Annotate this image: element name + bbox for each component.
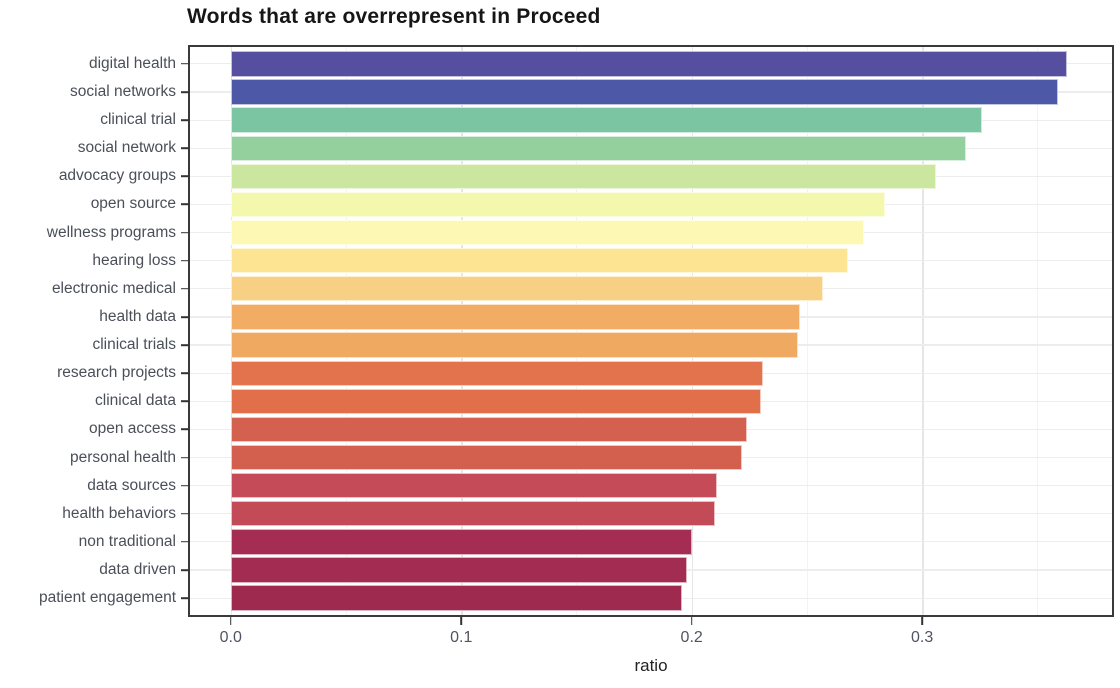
bar-clinical-data (230, 388, 761, 414)
y-axis-label: social networks (70, 82, 176, 100)
x-axis-tick (921, 617, 923, 625)
bar-digital-health (230, 51, 1068, 77)
y-axis-tick (181, 316, 189, 318)
y-axis-tick (181, 119, 189, 121)
bar-open-source (230, 191, 886, 218)
y-axis-tick (181, 428, 189, 431)
x-axis-tick-label: 0.1 (450, 629, 473, 646)
bar-health-behaviors (230, 501, 715, 527)
x-axis-tick-label: 0.2 (680, 629, 703, 646)
bar-open-access (230, 416, 747, 443)
y-axis-label: wellness programs (46, 223, 176, 241)
y-axis-label: data driven (99, 561, 176, 578)
gridline-minor (576, 47, 578, 615)
x-axis-tick-label: 0.3 (910, 629, 934, 646)
bar-social-networks (230, 79, 1059, 105)
y-axis-label: patient engagement (38, 589, 176, 607)
y-axis-tick (181, 372, 189, 374)
y-axis-label: open source (90, 195, 176, 213)
y-axis-tick (181, 569, 189, 571)
bar-clinical-trials (230, 332, 798, 358)
y-axis-label: data sources (87, 476, 176, 494)
y-axis-tick (181, 203, 189, 206)
gridline-minor (346, 47, 347, 615)
bar-wellness-programs (230, 219, 865, 246)
bar-hearing-loss (230, 248, 849, 274)
bar-data-sources (230, 473, 717, 499)
x-axis-tick (460, 617, 463, 625)
y-axis-label: clinical data (95, 392, 176, 410)
y-axis-label: open access (88, 420, 176, 438)
y-axis-label: digital health (88, 54, 176, 72)
y-axis-label: hearing loss (92, 251, 176, 269)
x-axis-tick-label: 0.0 (219, 629, 242, 646)
y-axis-label: health behaviors (62, 504, 176, 522)
gridline-major (922, 47, 924, 615)
bar-personal-health (230, 444, 743, 471)
y-axis-tick (181, 259, 189, 262)
gridline-major (461, 47, 463, 615)
y-axis-tick (181, 484, 189, 487)
y-axis-label: social network (77, 139, 176, 157)
x-axis-tick (690, 617, 693, 625)
y-axis-label: clinical trial (100, 111, 176, 129)
x-axis-title: ratio (634, 656, 668, 675)
y-axis-tick (181, 541, 189, 543)
bar-social-network (230, 135, 966, 161)
y-axis-tick (181, 512, 189, 515)
bar-data-driven (230, 557, 688, 583)
y-axis-tick (181, 597, 189, 599)
chart-title: Words that are overrepresent in Proceed (187, 5, 601, 28)
y-axis-label: research projects (57, 364, 176, 382)
bar-patient-engagement (230, 585, 683, 611)
y-axis-tick (181, 344, 189, 346)
y-axis-label: clinical trials (92, 336, 176, 354)
y-axis-label: non traditional (78, 532, 176, 550)
bar-clinical-trial (230, 107, 983, 133)
y-axis-tick (181, 288, 189, 290)
plot-panel (188, 45, 1114, 617)
bar-health-data (230, 304, 800, 330)
gridline-minor (1037, 47, 1039, 615)
x-axis-tick (229, 617, 232, 625)
y-axis-tick (181, 175, 189, 178)
gridline-minor (806, 47, 808, 615)
y-axis-tick (181, 91, 189, 93)
y-axis-label: health data (99, 307, 176, 325)
bar-advocacy-groups (230, 163, 936, 189)
y-axis-tick (181, 456, 189, 459)
y-axis-tick (181, 400, 189, 403)
y-axis-tick (181, 63, 189, 65)
y-axis-label: personal health (70, 448, 176, 466)
y-axis-tick (181, 147, 189, 150)
y-axis-label: advocacy groups (58, 167, 176, 185)
gridline-major (230, 47, 233, 615)
gridline-major (691, 47, 694, 615)
y-axis-tick (181, 231, 189, 234)
bar-research-projects (230, 360, 764, 386)
y-axis-label: electronic medical (51, 279, 176, 297)
bar-electronic-medical (230, 276, 824, 302)
bar-non-traditional (230, 529, 692, 555)
